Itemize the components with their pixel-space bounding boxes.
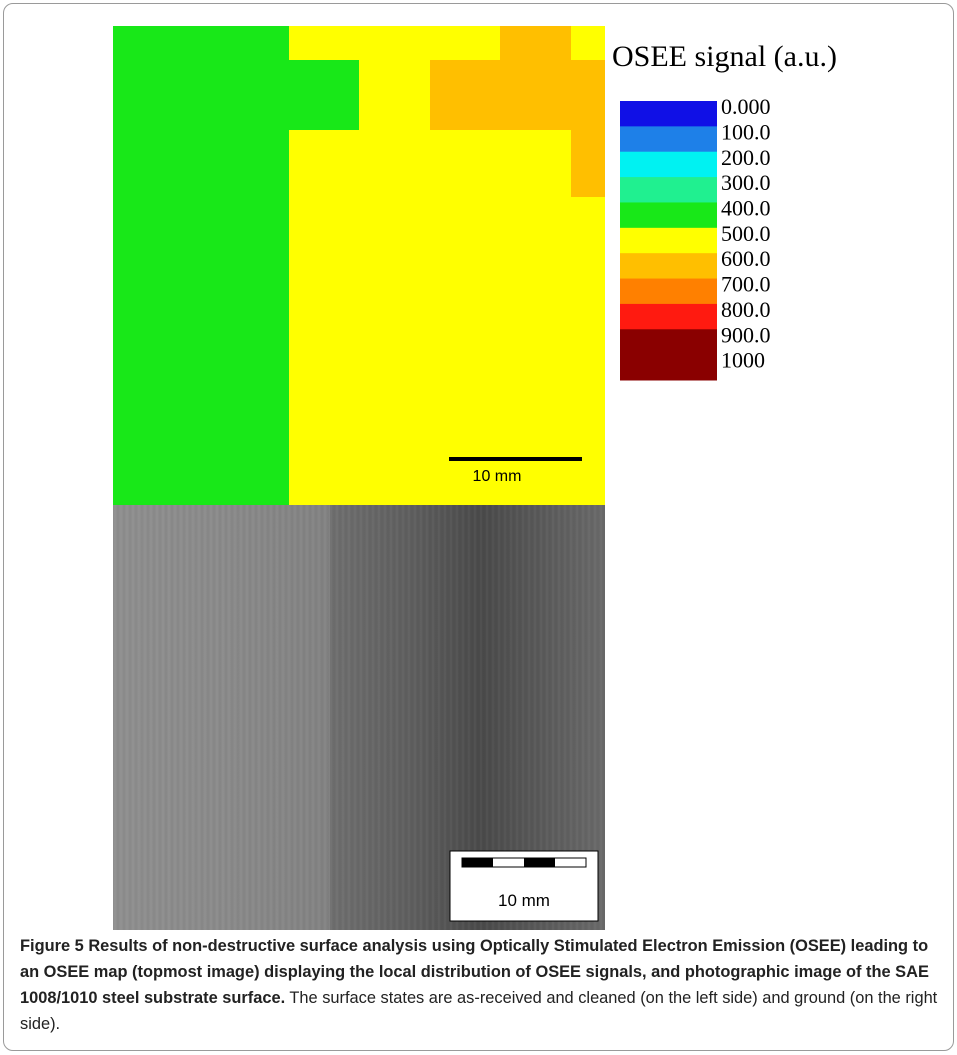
map-region [571,130,605,197]
map-region [430,60,605,130]
color-legend: OSEE signal (a.u.) 0.000100.0200.0300.04… [612,40,837,381]
legend-swatch [620,355,717,381]
legend-swatch [620,304,717,330]
legend-swatch [620,101,717,127]
legend-label: 600.0 [721,246,771,271]
photo: 10 mm [113,505,605,930]
legend-swatch [620,152,717,178]
page: 10 mm OSEE signal (a.u.) 0.000100.0200.0… [0,0,957,1055]
caption-label: Figure 5 [20,937,84,955]
legend-label: 0.000 [721,94,771,119]
legend-label: 900.0 [721,322,771,347]
figure-image: 10 mm OSEE signal (a.u.) 0.000100.0200.0… [0,0,957,930]
scale-bar [462,858,493,867]
legend-swatch [620,228,717,254]
legend-label: 800.0 [721,297,771,322]
scale-bar-label: 10 mm [498,891,550,910]
scale-bar-label: 10 mm [473,468,522,485]
legend-swatch [620,253,717,279]
caption: Figure 5 Results of non-destructive surf… [20,933,945,1037]
map-region [500,26,571,60]
map-region [113,26,289,505]
legend-label: 500.0 [721,221,771,246]
legend-swatch [620,202,717,228]
legend-label: 300.0 [721,170,771,195]
legend-label: 700.0 [721,272,771,297]
legend-label: 400.0 [721,196,771,221]
legend-swatch [620,177,717,203]
legend-swatch [620,329,717,355]
legend-title: OSEE signal (a.u.) [612,40,837,73]
map-region [289,60,359,130]
legend-label: 100.0 [721,119,771,144]
legend-swatch [620,126,717,152]
legend-swatch [620,279,717,305]
osee-map: 10 mm [113,26,605,505]
legend-label: 200.0 [721,145,771,170]
scale-bar [524,858,555,867]
legend-label: 1000 [721,348,765,373]
